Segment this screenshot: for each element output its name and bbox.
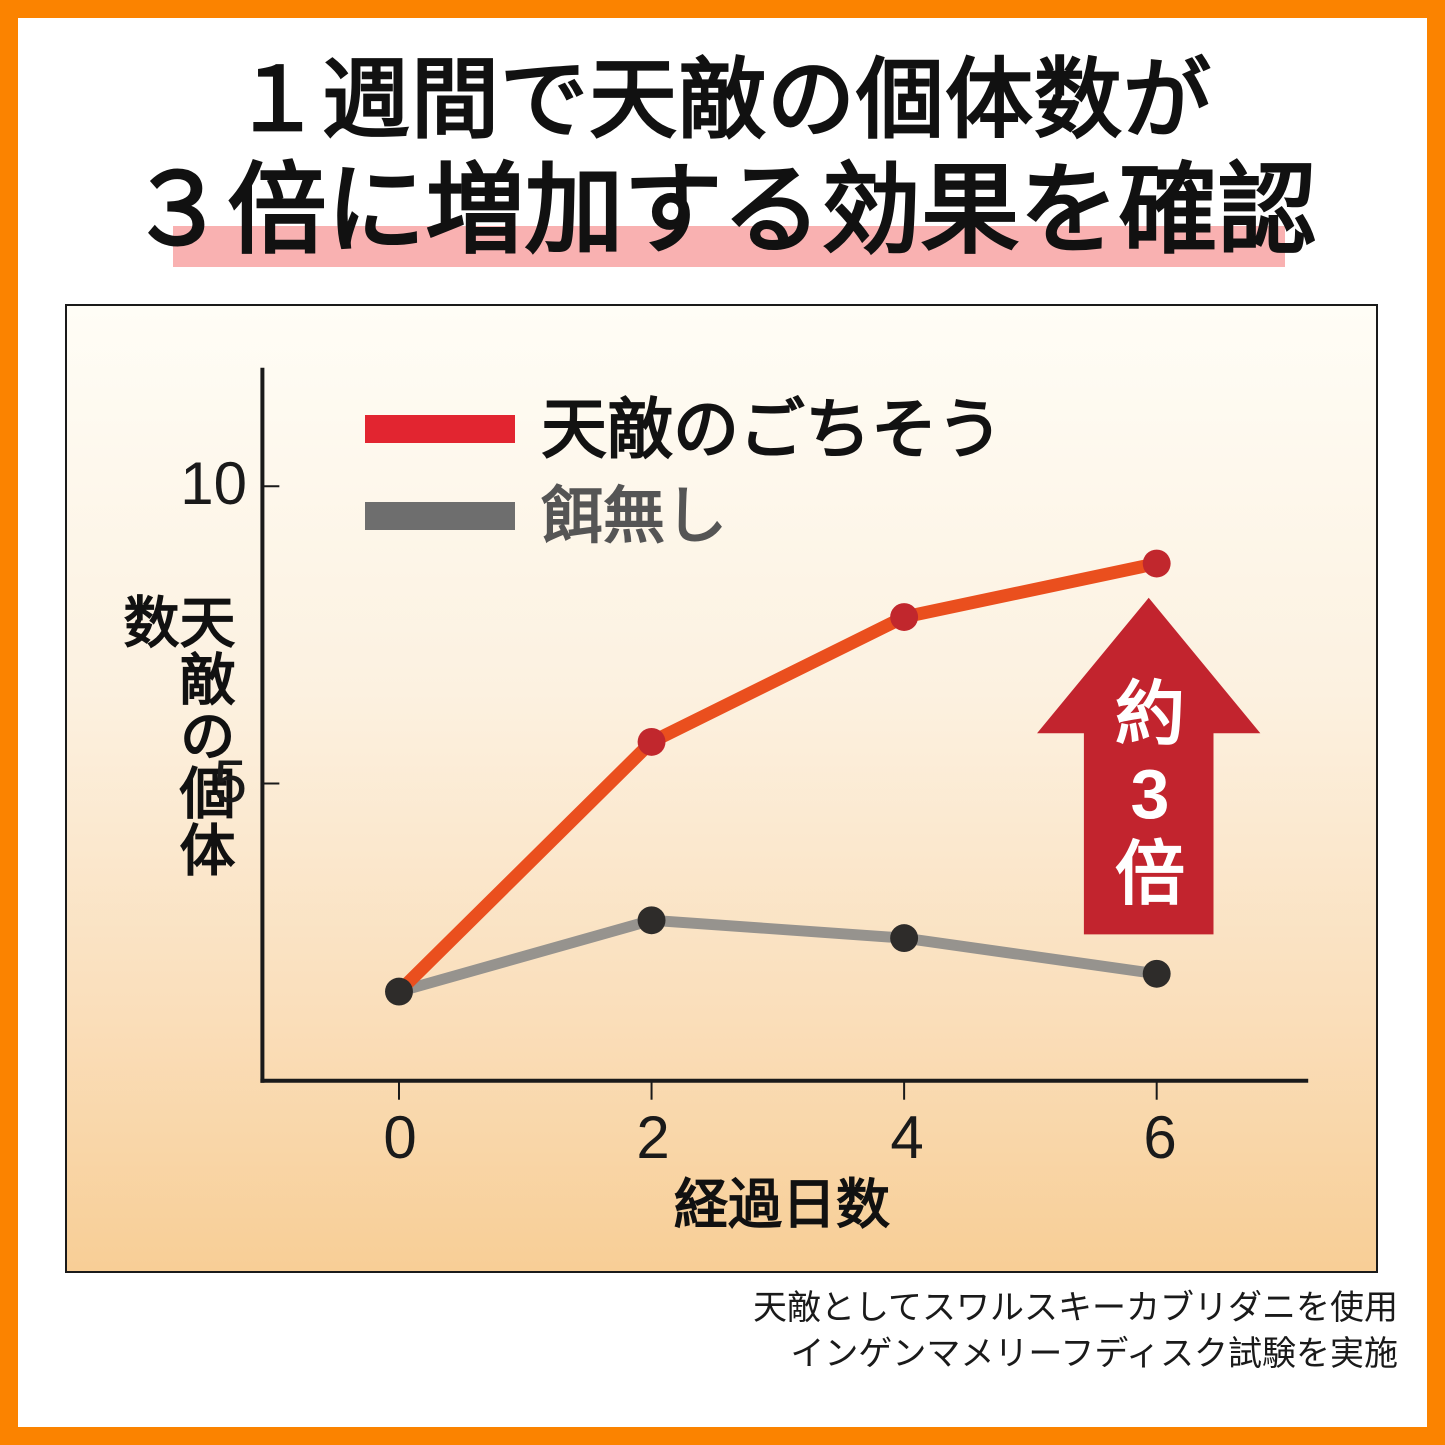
title-line-1: １週間で天敵の個体数が	[232, 50, 1212, 149]
series-marker-0	[637, 727, 666, 756]
series-marker-1	[637, 906, 666, 935]
arrow-annotation-char: 3	[1130, 755, 1170, 833]
y-axis-label: 天敵の個体数	[116, 593, 235, 878]
series-line-0	[394, 557, 1159, 997]
increase-arrow	[1037, 597, 1261, 935]
series-marker-1	[1142, 959, 1171, 988]
series-marker-1	[385, 977, 413, 1006]
x-tick-label-2: 2	[636, 1104, 670, 1171]
legend-swatch-gochisou	[365, 415, 515, 443]
x-tick-label-0: 0	[383, 1104, 417, 1171]
title-highlight-band	[173, 226, 1285, 267]
x-tick-label-6: 6	[1143, 1104, 1177, 1171]
legend-label-gochisou: 天敵のごちそう	[541, 392, 1003, 466]
y-tick-label-5: 5	[213, 748, 247, 815]
x-axis-label: 経過日数	[674, 1175, 890, 1235]
legend-swatch-esanashi	[365, 502, 515, 530]
footer-note: 天敵としてスワルスキーカブリダニを使用 インゲンマメリーフディスク試験を実施	[753, 1285, 1398, 1377]
line-chart	[260, 367, 1309, 1100]
chart-panel: 約 3 倍 天敵のごちそう 餌無し 天敵の個体数 10 5 0 2 4 6 経過…	[65, 304, 1378, 1273]
arrow-annotation-char: 倍	[1115, 835, 1185, 913]
footer-note-line: 天敵としてスワルスキーカブリダニを使用	[753, 1289, 1398, 1327]
arrow-annotation: 約 3 倍	[1080, 674, 1220, 914]
title-line-2: ３倍に増加する効果を確認	[128, 154, 1317, 265]
series-marker-0	[890, 603, 919, 631]
series-marker-1	[890, 924, 919, 953]
y-tick-label-10: 10	[180, 450, 247, 517]
series-line-1	[397, 914, 1158, 997]
footer-note-line: インゲンマメリーフディスク試験を実施	[790, 1335, 1398, 1373]
arrow-annotation-char: 約	[1115, 675, 1185, 753]
legend-label-esanashi: 餌無し	[541, 482, 728, 551]
x-tick-label-4: 4	[890, 1104, 924, 1171]
series-marker-0	[1142, 549, 1171, 578]
